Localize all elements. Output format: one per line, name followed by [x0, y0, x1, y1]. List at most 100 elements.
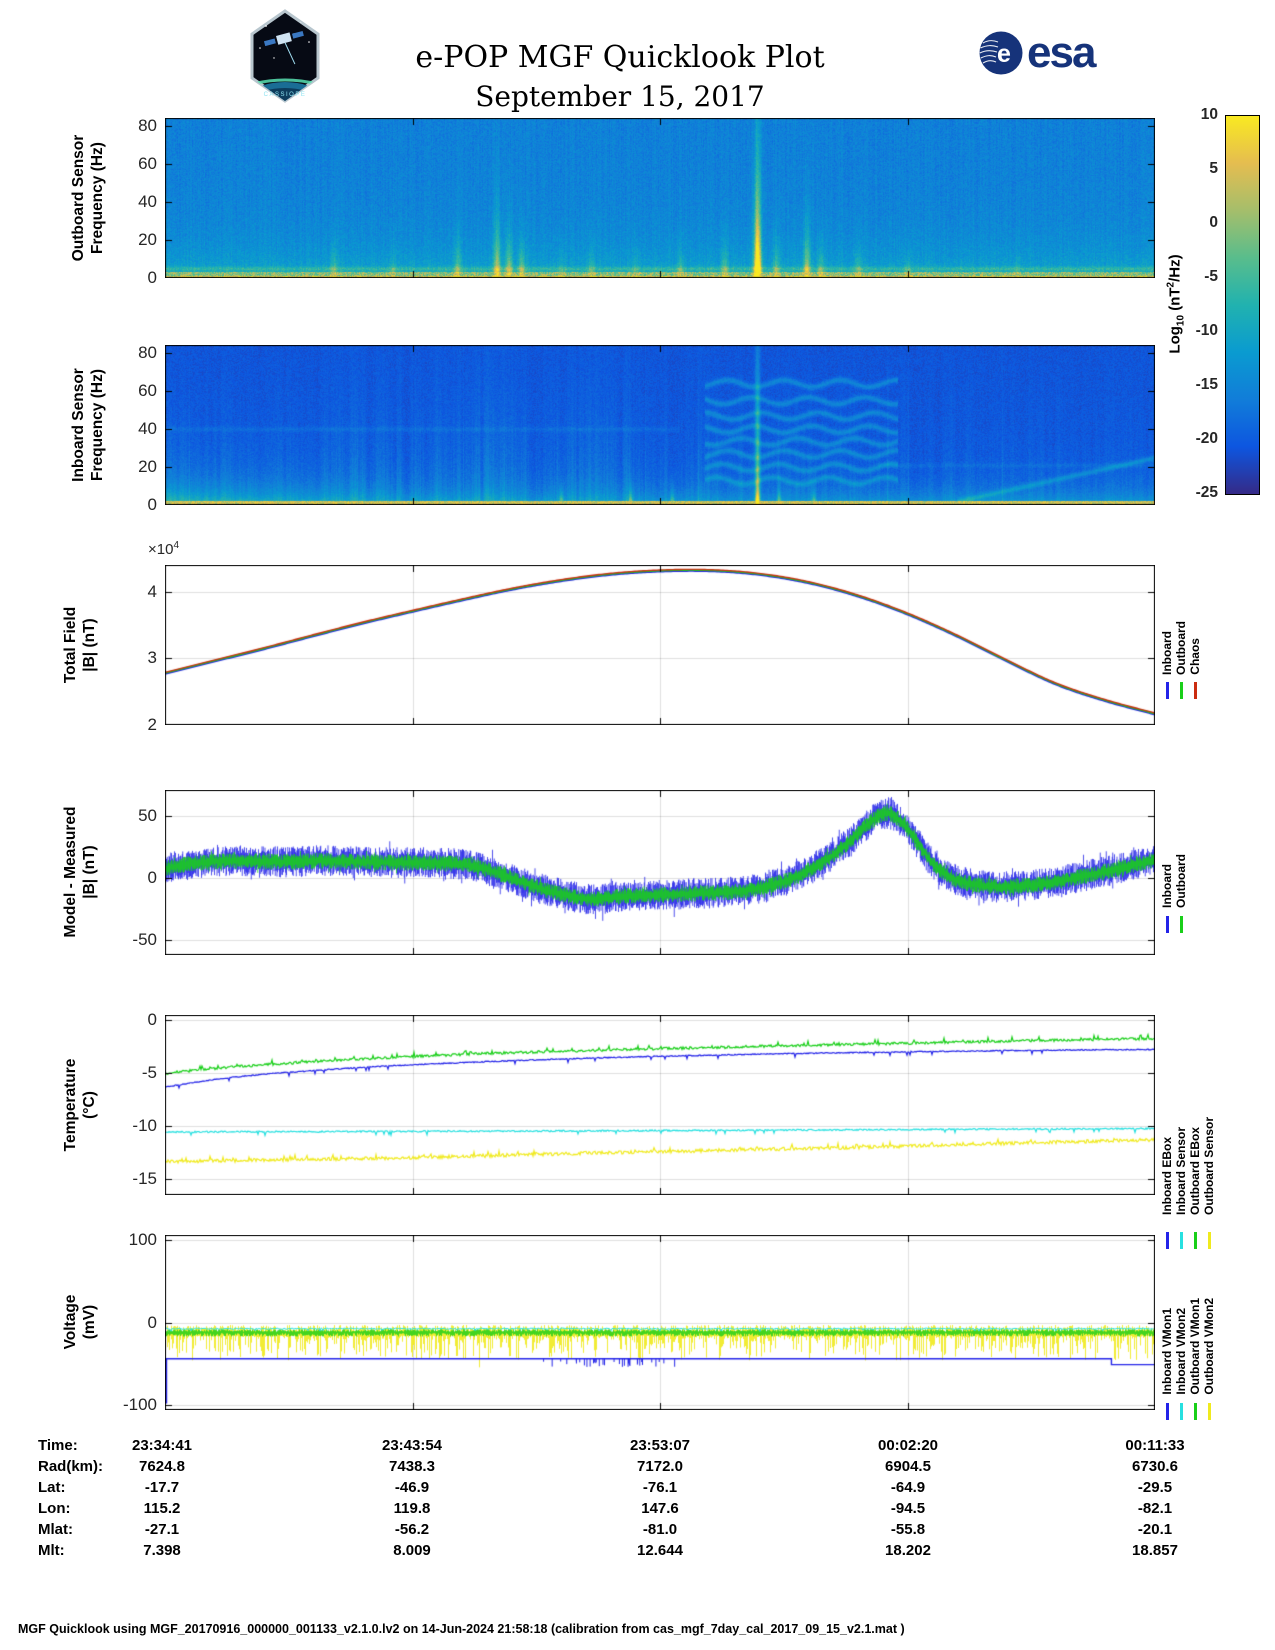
- y-tick-label: 50: [138, 806, 157, 826]
- table-cell: -55.8: [890, 1521, 926, 1538]
- table-cell: 00:11:33: [1125, 1437, 1185, 1454]
- table-cell: -94.5: [890, 1500, 926, 1517]
- table-cell: 7.398: [143, 1542, 181, 1559]
- page-title: e-POP MGF Quicklook Plot: [415, 40, 825, 75]
- table-cell: -76.1: [642, 1479, 678, 1496]
- table-cell: -81.0: [642, 1521, 678, 1538]
- y-tick-label: 80: [138, 115, 157, 135]
- legend-item-label: Inboard VMon2: [1174, 1308, 1188, 1395]
- legend-item: Outboard VMon2: [1202, 1298, 1216, 1395]
- legend-item-label: Outboard Sensor: [1202, 1116, 1216, 1215]
- table-cell: -46.9: [394, 1479, 430, 1496]
- legend-item: Outboard: [1174, 621, 1188, 675]
- table-cell: -82.1: [1137, 1500, 1173, 1517]
- legend-color-samples-total-field: [1160, 682, 1202, 699]
- y-tick-label: 3: [147, 648, 157, 668]
- colorbar-label-part: (nT: [1166, 287, 1184, 315]
- legend-color-samples-model-measured: [1160, 916, 1188, 933]
- legend-item-label: Chaos: [1188, 638, 1202, 675]
- y-tick-label: -50: [132, 930, 157, 950]
- legend-item: Chaos: [1188, 638, 1202, 675]
- legend-color-sample: [1165, 1232, 1169, 1249]
- legend-color-sample: [1193, 682, 1197, 699]
- esa-logo-mark: e: [979, 31, 1023, 75]
- voltage-plot-canvas: [165, 1235, 1155, 1410]
- legend-color-sample: [1179, 1403, 1183, 1420]
- legend-color-sample: [1165, 682, 1169, 699]
- legend-item: Inboard EBox: [1160, 1137, 1174, 1215]
- legend-item-label: Inboard EBox: [1160, 1136, 1174, 1215]
- y-tick-label: 0: [147, 868, 157, 888]
- table-cell: 12.644: [637, 1542, 683, 1559]
- y-tick-label: -15: [132, 1169, 157, 1189]
- table-row-label: Rad(km):: [38, 1458, 104, 1475]
- legend-color-sample: [1207, 1403, 1211, 1420]
- temperature-plot-canvas: [165, 1015, 1155, 1195]
- y-axis-exponent: ×104: [148, 540, 179, 558]
- legend-item-label: Outboard EBox: [1188, 1126, 1202, 1215]
- legend-item: Outboard Sensor: [1202, 1117, 1216, 1215]
- y-axis-label-line: Total Field: [62, 606, 79, 684]
- y-axis-label-line: |B| (nT): [81, 618, 98, 672]
- exponent-base: ×10: [148, 541, 174, 558]
- cassiope-patch-art: CASSIOPE: [250, 9, 320, 103]
- legend-total-field: Inboard Outboard Chaos: [1160, 565, 1202, 675]
- inboard-spectrogram-canvas: [165, 345, 1155, 505]
- table-cell: 7624.8: [139, 1458, 185, 1475]
- cassiope-mission-patch: CASSIOPE: [246, 8, 324, 109]
- legend-voltage: Inboard VMon1 Inboard VMon2 Outboard VMo…: [1160, 1235, 1216, 1395]
- esa-logo-e: e: [997, 40, 1011, 68]
- table-cell: 115.2: [143, 1500, 181, 1517]
- colorbar-tick-label: 0: [1209, 214, 1218, 231]
- legend-item: Outboard EBox: [1188, 1127, 1202, 1215]
- y-tick-label: -100: [122, 1395, 157, 1415]
- table-cell: -17.7: [144, 1479, 180, 1496]
- legend-color-sample: [1179, 682, 1183, 699]
- legend-item: Inboard VMon1: [1160, 1308, 1174, 1395]
- y-tick-label: 40: [138, 418, 157, 438]
- legend-item-label: Outboard: [1174, 621, 1188, 675]
- colorbar: [1225, 115, 1260, 495]
- y-tick-label: -5: [141, 1063, 157, 1083]
- table-cell: -29.5: [1137, 1479, 1173, 1496]
- table-cell: -64.9: [890, 1479, 926, 1496]
- outboard-spectrogram-canvas: [165, 118, 1155, 278]
- colorbar-tick-label: -25: [1195, 484, 1218, 501]
- table-cell: 18.857: [1132, 1542, 1178, 1559]
- model-minus-measured-plot-canvas: [165, 790, 1155, 955]
- table-row-label: Time:: [38, 1437, 78, 1454]
- table-cell: 7438.3: [389, 1458, 435, 1475]
- legend-color-sample: [1165, 916, 1169, 933]
- table-cell: -27.1: [144, 1521, 180, 1538]
- legend-color-sample: [1193, 1232, 1197, 1249]
- exponent-power: 4: [173, 540, 180, 551]
- table-cell: 119.8: [393, 1500, 431, 1517]
- patch-text: CASSIOPE: [264, 92, 307, 98]
- y-tick-label: 0: [147, 1312, 157, 1332]
- table-cell: 23:43:54: [381, 1437, 443, 1454]
- y-axis-label-total-field: Total Field |B| (nT): [61, 607, 99, 683]
- y-axis-label-line: Temperature: [62, 1058, 79, 1152]
- table-cell: 7172.0: [637, 1458, 683, 1475]
- y-axis-label-line: Model - Measured: [62, 806, 79, 938]
- table-cell: 8.009: [393, 1542, 431, 1559]
- y-tick-label: 0: [147, 1010, 157, 1030]
- legend-color-samples-voltage: [1160, 1403, 1216, 1420]
- legend-item-label: Outboard VMon1: [1188, 1298, 1202, 1395]
- table-cell: 23:34:41: [131, 1437, 193, 1454]
- legend-temperature: Inboard EBox Inboard Sensor Outboard EBo…: [1160, 1015, 1216, 1215]
- colorbar-tick-label: -15: [1195, 376, 1218, 393]
- total-field-plot-canvas: [165, 565, 1155, 725]
- colorbar-tick-label: 5: [1209, 160, 1218, 177]
- legend-item-label: Inboard VMon1: [1160, 1308, 1174, 1395]
- table-row-label: Lon:: [38, 1500, 71, 1517]
- legend-color-sample: [1179, 916, 1183, 933]
- legend-model-measured: Inboard Outboard: [1160, 790, 1188, 908]
- esa-logo: e esa: [978, 30, 1096, 76]
- colorbar-tick-label: 10: [1200, 106, 1218, 123]
- y-tick-label: 20: [138, 229, 157, 249]
- legend-item: Inboard Sensor: [1174, 1127, 1188, 1215]
- table-cell: 23:53:07: [629, 1437, 691, 1454]
- table-row-label: Lat:: [38, 1479, 66, 1496]
